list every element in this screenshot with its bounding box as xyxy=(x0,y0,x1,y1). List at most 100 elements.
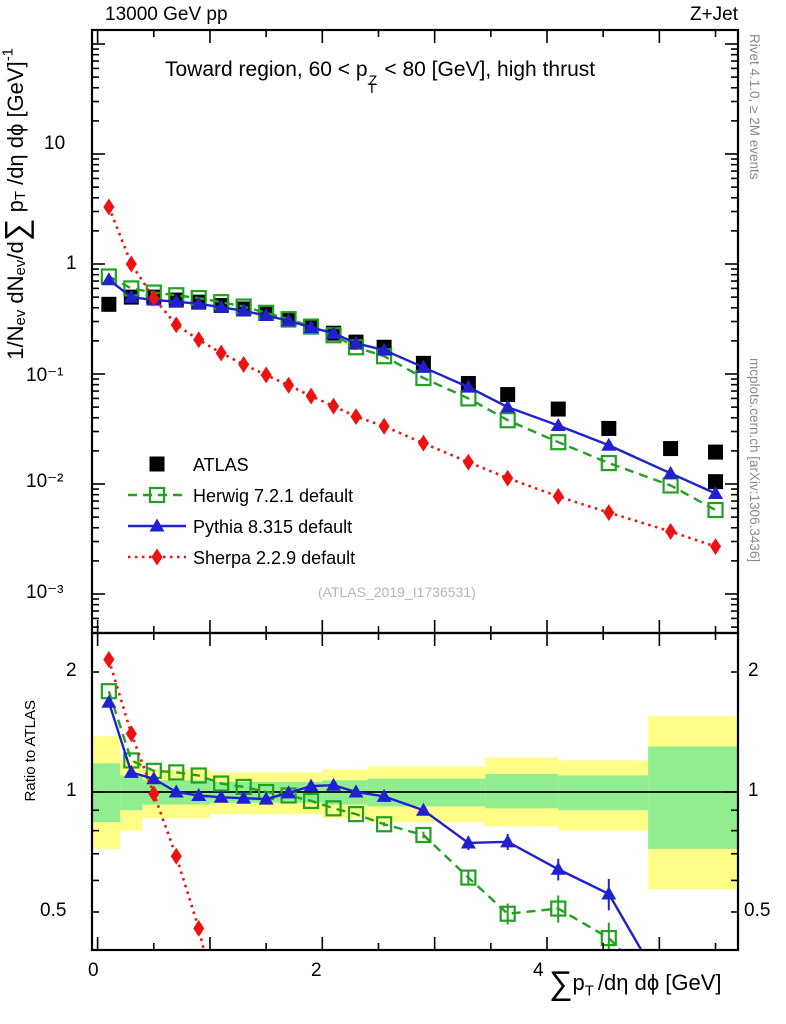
legend-label-pythia: Pythia 8.315 default xyxy=(193,517,353,537)
legend-label-sherpa: Sherpa 2.2.9 default xyxy=(193,548,356,568)
ytick-label-main-3: 10⁻² xyxy=(26,471,64,492)
ratio-point-herwig-13 xyxy=(415,826,432,844)
ratio-point-pythia-10 xyxy=(326,777,342,791)
series-line-pythia xyxy=(108,278,717,495)
data-point-pythia-12 xyxy=(376,342,392,356)
ratio-point-herwig-11 xyxy=(347,806,365,823)
data-point-sherpa-0 xyxy=(103,198,115,216)
series-atlas xyxy=(101,289,724,490)
data-point-pythia-18 xyxy=(663,465,679,479)
analysis-id-watermark: (ATLAS_2019_I1736531) xyxy=(318,584,476,600)
data-point-pythia-16 xyxy=(550,418,566,432)
data-point-sherpa-1 xyxy=(125,255,137,273)
data-point-atlas-last xyxy=(708,474,724,490)
ratio-point-sherpa-3 xyxy=(170,847,182,865)
legend-label-atlas: ATLAS xyxy=(193,455,249,475)
data-point-sherpa-9 xyxy=(305,387,317,405)
xlabel-sub-T: T xyxy=(584,982,594,1000)
ytick-label-ratio-left-1: 1 xyxy=(66,780,77,801)
data-point-sherpa-3 xyxy=(170,316,182,334)
ratio-point-pythia-4 xyxy=(191,788,207,802)
ratio-point-pythia-6 xyxy=(236,790,252,804)
ratio-point-herwig-9 xyxy=(302,792,320,809)
ratio-panel-series xyxy=(100,651,678,1007)
ratio-point-herwig-17 xyxy=(600,929,617,947)
band-green-8 xyxy=(648,746,738,849)
ratio-point-pythia-8 xyxy=(281,785,297,799)
xtick-label-1: 2 xyxy=(311,960,322,981)
series-line-sherpa xyxy=(107,206,716,548)
ratio-point-pythia-1 xyxy=(123,764,139,778)
legend-marker-3 xyxy=(151,548,163,566)
series-sherpa xyxy=(103,198,722,555)
data-point-herwig-15 xyxy=(499,412,516,429)
data-point-sherpa-7 xyxy=(260,366,272,384)
ratio-series-pythia xyxy=(101,694,678,1006)
ratio-point-sherpa-0 xyxy=(103,651,115,668)
ytick-label-main-1: 1 xyxy=(66,253,77,274)
ratio-point-herwig-14 xyxy=(460,869,477,886)
ytick-label-ratio-left-2: 0.5 xyxy=(40,900,67,921)
data-point-sherpa-10 xyxy=(328,397,340,415)
ytick-label-ratio-right-0: 2 xyxy=(748,660,759,681)
ratio-line-herwig xyxy=(107,690,623,950)
data-point-pythia-13 xyxy=(415,359,431,373)
data-point-sherpa-17 xyxy=(603,504,615,522)
data-point-pythia-10 xyxy=(326,325,342,339)
data-point-pythia-1 xyxy=(123,289,139,303)
data-point-sherpa-8 xyxy=(283,376,295,394)
data-point-sherpa-6 xyxy=(238,356,250,373)
ratio-point-herwig-4 xyxy=(190,767,207,784)
xlabel-p: p xyxy=(572,970,585,996)
data-point-atlas-18 xyxy=(663,441,679,457)
data-point-herwig-17 xyxy=(600,454,617,472)
ratio-point-pythia-16 xyxy=(550,861,566,875)
ratio-point-pythia-3 xyxy=(168,784,184,798)
data-point-atlas-0 xyxy=(101,296,117,312)
data-point-sherpa-18 xyxy=(665,523,677,540)
header-left-label: 13000 GeV pp xyxy=(105,4,228,25)
data-point-sherpa-11 xyxy=(350,408,362,426)
ratio-point-pythia-7 xyxy=(258,791,274,805)
data-point-sherpa-12 xyxy=(378,417,390,435)
ratio-point-herwig-15 xyxy=(499,905,516,922)
data-point-sherpa-2 xyxy=(148,289,160,307)
ratio-point-pythia-12 xyxy=(376,788,392,802)
ratio-point-herwig-16 xyxy=(550,900,567,917)
data-point-atlas-15 xyxy=(500,387,516,403)
ytick-label-ratio-right-2: 0.5 xyxy=(744,900,771,921)
ratio-point-pythia-18 xyxy=(663,993,678,1006)
data-point-pythia-8 xyxy=(281,313,297,327)
data-point-atlas-19 xyxy=(708,444,724,460)
ytick-label-ratio-left-0: 2 xyxy=(66,660,77,681)
ratio-point-pythia-13 xyxy=(415,802,431,816)
header-right-label: Z+Jet xyxy=(689,4,738,25)
title-part-b: < 80 [GeV], high thrust xyxy=(378,58,596,81)
series-pythia xyxy=(101,272,724,500)
data-point-pythia-17 xyxy=(601,437,617,451)
data-point-pythia-15 xyxy=(500,399,516,413)
ratio-point-sherpa-4 xyxy=(193,919,205,937)
data-point-pythia-6 xyxy=(236,303,252,317)
ratio-point-herwig-18 xyxy=(664,993,678,1007)
legend-marker-1 xyxy=(148,486,166,504)
xlabel-sigma: ∑ xyxy=(549,964,573,1001)
ratio-point-herwig-3 xyxy=(168,764,185,781)
data-point-sherpa-16 xyxy=(552,488,564,505)
legend-marker-2 xyxy=(149,518,165,532)
title-sub-T: T xyxy=(367,81,377,97)
ratio-point-pythia-17 xyxy=(601,886,617,900)
data-point-pythia-11 xyxy=(348,335,364,349)
ratio-uncertainty-bands xyxy=(92,716,738,890)
mcplots-reference-label: mcplots.cern.ch [arXiv:1306.3436] xyxy=(747,358,762,563)
data-point-pythia-3 xyxy=(168,294,184,308)
data-point-sherpa-4 xyxy=(193,331,205,349)
xtick-label-2: 4 xyxy=(533,960,544,981)
ytick-label-main-2: 10⁻¹ xyxy=(26,365,64,386)
ratio-point-sherpa-1 xyxy=(125,725,137,743)
ratio-line-sherpa xyxy=(107,659,206,950)
data-point-pythia-14 xyxy=(460,379,476,393)
data-point-sherpa-5 xyxy=(215,344,227,362)
